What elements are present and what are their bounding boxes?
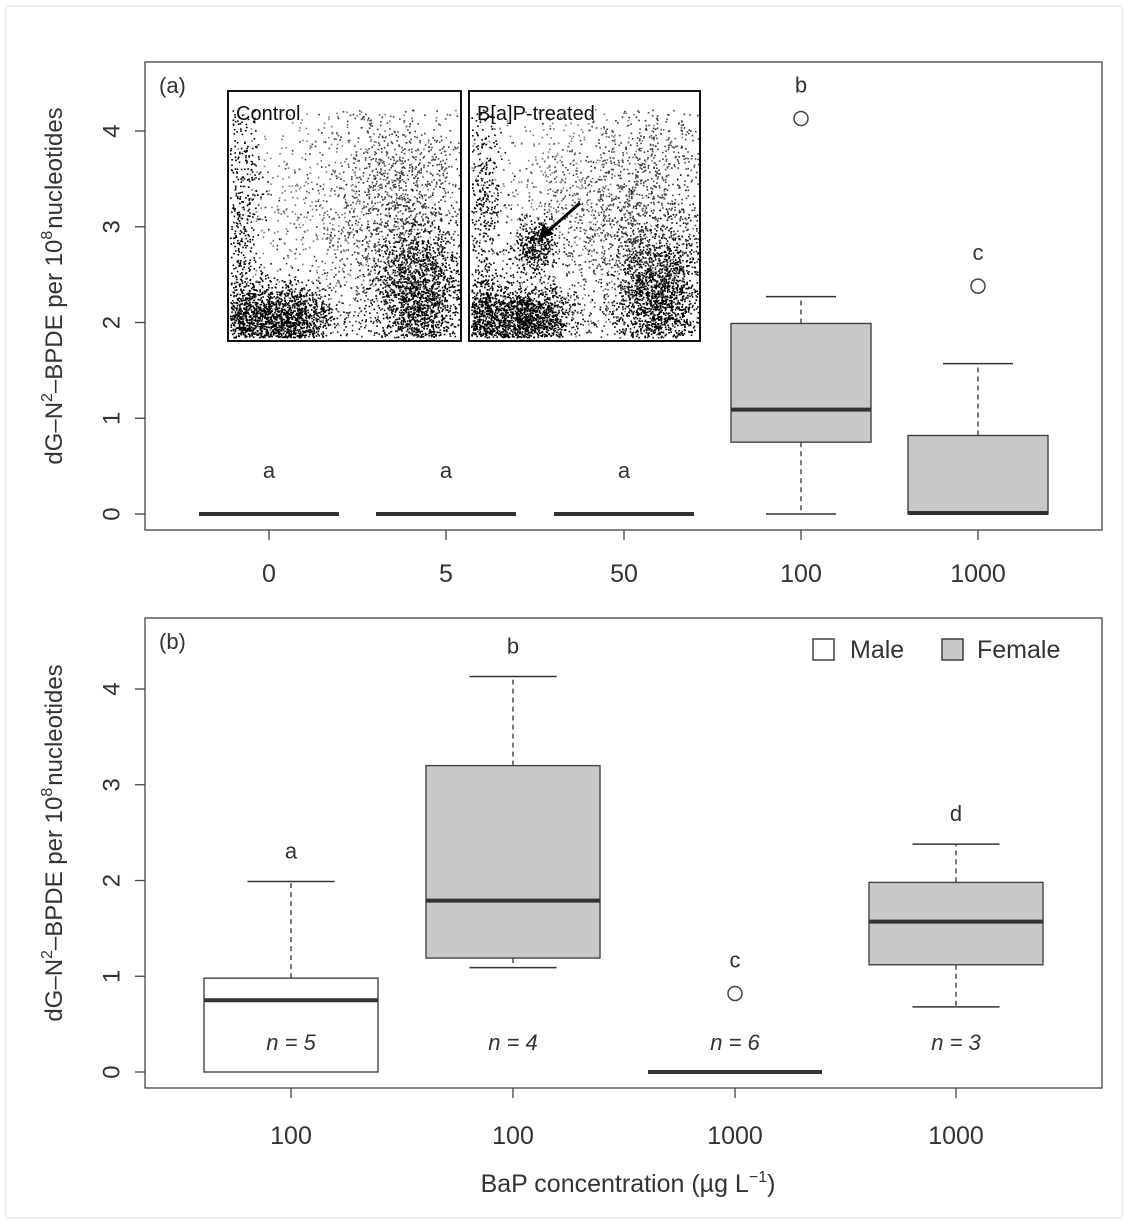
y-tick-label: 0 bbox=[98, 507, 125, 520]
inset-background bbox=[228, 91, 461, 341]
significance-letter: c bbox=[730, 947, 741, 972]
n-label: n = 6 bbox=[710, 1030, 760, 1055]
panel-label: (b) bbox=[159, 629, 186, 654]
y-tick-label: 1 bbox=[98, 970, 125, 983]
panel-label: (a) bbox=[159, 73, 186, 98]
n-label: n = 5 bbox=[266, 1030, 316, 1055]
y-tick-label: 3 bbox=[98, 778, 125, 791]
inset-label: B[a]P-treated bbox=[477, 103, 595, 125]
legend-swatch bbox=[813, 639, 834, 660]
inset-label: Control bbox=[236, 103, 300, 125]
x-tick-label: 0 bbox=[262, 560, 276, 588]
box-iqr bbox=[908, 435, 1048, 514]
y-tick-label: 2 bbox=[98, 874, 125, 887]
y-tick-label: 1 bbox=[98, 412, 125, 425]
y-tick-label: 3 bbox=[98, 220, 125, 233]
significance-letter: a bbox=[440, 458, 453, 483]
y-axis-label: dG–N2–BPDE per 108nucleotides bbox=[39, 664, 68, 1021]
x-tick-label: 1000 bbox=[707, 1122, 763, 1150]
legend-label: Female bbox=[977, 636, 1060, 664]
x-tick-label: 1000 bbox=[950, 560, 1006, 588]
significance-letter: d bbox=[950, 801, 962, 826]
x-tick-label: 5 bbox=[439, 560, 453, 588]
box-iqr bbox=[426, 766, 600, 958]
x-tick-label: 100 bbox=[492, 1122, 534, 1150]
inset-control: Control bbox=[228, 91, 461, 341]
significance-letter: a bbox=[263, 458, 276, 483]
x-axis-label: BaP concentration (µg L−1) bbox=[481, 1169, 776, 1198]
box-iqr bbox=[204, 978, 378, 1072]
legend-swatch bbox=[942, 639, 963, 660]
inset-treated: B[a]P-treated bbox=[469, 91, 700, 341]
x-tick-label: 50 bbox=[610, 560, 638, 588]
y-tick-label: 4 bbox=[98, 124, 125, 137]
significance-letter: c bbox=[973, 240, 984, 265]
legend-label: Male bbox=[850, 636, 904, 664]
y-tick-label: 0 bbox=[98, 1065, 125, 1078]
x-tick-label: 1000 bbox=[928, 1122, 984, 1150]
y-tick-label: 2 bbox=[98, 316, 125, 329]
n-label: n = 3 bbox=[931, 1030, 981, 1055]
significance-letter: a bbox=[618, 458, 631, 483]
significance-letter: b bbox=[795, 73, 807, 98]
box-iqr bbox=[731, 323, 871, 442]
y-axis-label: dG–N2–BPDE per 108nucleotides bbox=[39, 107, 68, 464]
y-tick-label: 4 bbox=[98, 682, 125, 695]
x-tick-label: 100 bbox=[270, 1122, 312, 1150]
n-label: n = 4 bbox=[488, 1030, 538, 1055]
significance-letter: b bbox=[507, 634, 519, 659]
x-tick-label: 100 bbox=[780, 560, 822, 588]
significance-letter: a bbox=[285, 838, 298, 863]
